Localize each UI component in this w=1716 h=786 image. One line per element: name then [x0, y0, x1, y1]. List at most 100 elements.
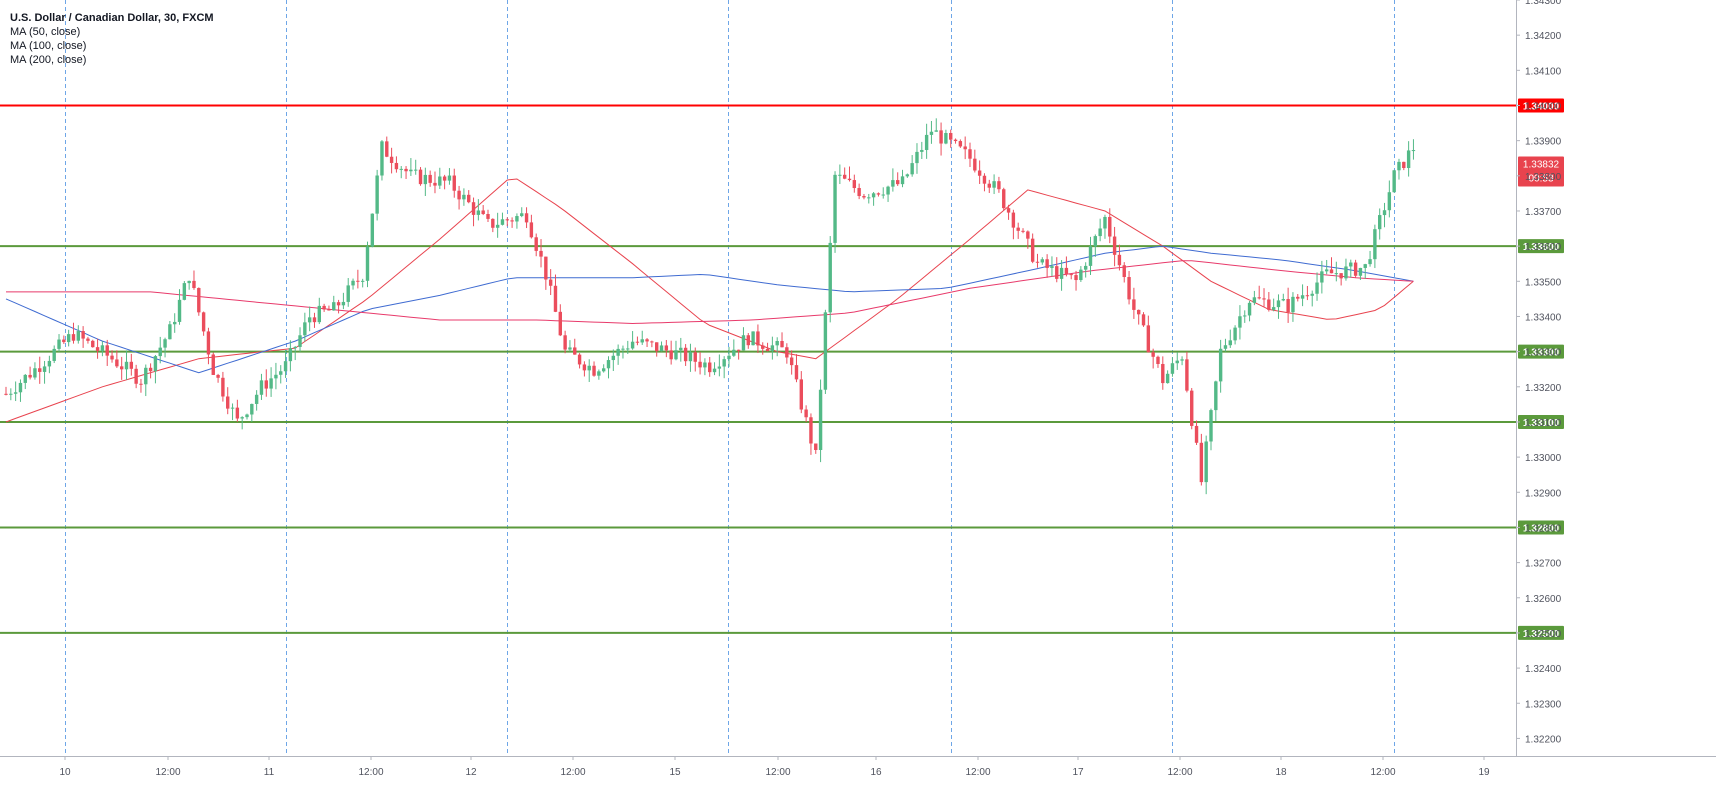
- candle-down: [1064, 267, 1069, 275]
- candle-up: [520, 213, 524, 217]
- candle-down: [139, 383, 143, 385]
- candle-up: [1050, 266, 1054, 268]
- time-tick-label: 12:00: [765, 767, 790, 778]
- candle-up: [1214, 381, 1218, 411]
- candle-down: [471, 202, 476, 215]
- moving-average-line: [6, 260, 1414, 325]
- candle-down: [693, 352, 697, 362]
- candle-down: [814, 443, 818, 450]
- price-tick-label: 1.32300: [1525, 699, 1562, 710]
- candle-up: [163, 339, 167, 348]
- candle-up: [515, 216, 519, 222]
- candle-up: [283, 361, 288, 372]
- candle-down: [428, 174, 432, 183]
- candle-up: [640, 339, 644, 343]
- candle-up: [187, 280, 191, 284]
- candle-down: [510, 220, 514, 222]
- candle-up: [717, 366, 722, 369]
- candle-up: [66, 334, 71, 343]
- candle-down: [327, 309, 331, 311]
- candle-up: [833, 174, 837, 243]
- candle-down: [1199, 442, 1204, 483]
- candle-down: [664, 345, 669, 351]
- candle-up: [250, 403, 254, 415]
- candle-up: [1218, 348, 1223, 382]
- candle-up: [630, 341, 635, 349]
- candle-up: [245, 414, 249, 418]
- price-tick-label: 1.34100: [1525, 66, 1562, 77]
- candle-down: [953, 139, 958, 142]
- candle-down: [1257, 297, 1261, 299]
- candle-down: [322, 305, 326, 310]
- candle-up: [1233, 327, 1237, 341]
- candle-down: [442, 176, 447, 181]
- price-tick-label: 1.34300: [1525, 0, 1562, 7]
- candle-down: [896, 180, 900, 185]
- candle-up: [254, 394, 259, 404]
- candle-up: [1175, 360, 1179, 364]
- candle-down: [708, 362, 712, 373]
- time-tick-label: 12:00: [155, 767, 180, 778]
- candle-up: [1397, 161, 1401, 171]
- price-tick-label: 1.33000: [1525, 453, 1562, 464]
- candle-down: [1296, 296, 1300, 299]
- candle-up: [712, 368, 717, 373]
- candle-down: [655, 342, 659, 352]
- price-tick-label: 1.32700: [1525, 559, 1562, 570]
- candle-up: [288, 348, 293, 362]
- candle-up: [365, 246, 370, 281]
- candle-up: [601, 368, 606, 372]
- time-axis: 10 12:00 11 12:00 12 12:00 15 12:00 16 12:00 17 12:…: [0, 756, 1716, 778]
- candle-down: [1035, 261, 1040, 263]
- candle-down: [780, 341, 784, 348]
- candle-down: [505, 219, 509, 221]
- candle-up: [1271, 307, 1276, 310]
- candle-up: [351, 280, 355, 286]
- candle-down: [746, 335, 750, 346]
- candle-up: [447, 175, 452, 181]
- candle-up: [423, 174, 428, 185]
- candle-up: [177, 299, 182, 322]
- candle-down: [356, 280, 360, 282]
- candle-up: [1209, 410, 1213, 442]
- time-tick-label: 16: [870, 767, 882, 778]
- candle-down: [105, 345, 109, 356]
- candle-up: [659, 345, 664, 352]
- candle-down: [235, 407, 240, 419]
- candle-down: [211, 354, 215, 375]
- candle-down: [977, 170, 982, 176]
- candle-down: [799, 379, 803, 410]
- candle-up: [346, 285, 350, 302]
- candle-down: [765, 348, 770, 352]
- candle-down: [394, 162, 399, 170]
- candle-up: [274, 374, 278, 379]
- candle-down: [997, 181, 1001, 190]
- candle-up: [33, 368, 37, 378]
- candle-up: [1315, 282, 1319, 294]
- candle-up: [688, 352, 693, 362]
- time-tick-label: 18: [1275, 767, 1287, 778]
- candle-down: [110, 355, 114, 360]
- candle-down: [582, 364, 587, 371]
- candle-down: [862, 196, 866, 198]
- candle-down: [467, 194, 471, 203]
- candle-down: [577, 354, 582, 365]
- candle-up: [476, 210, 481, 215]
- candle-down: [1045, 259, 1049, 268]
- candle-up: [124, 361, 129, 370]
- candle-up: [838, 174, 842, 176]
- candle-up: [293, 346, 297, 349]
- candle-down: [1262, 298, 1266, 300]
- candle-up: [741, 335, 746, 351]
- candle-up: [1349, 262, 1353, 267]
- candle-up: [57, 339, 61, 349]
- candle-down: [1002, 189, 1006, 209]
- candle-down: [404, 168, 408, 172]
- candle-down: [134, 368, 138, 384]
- candle-up: [674, 350, 678, 360]
- price-tick-label: 1.33200: [1525, 383, 1562, 394]
- moving-average-line: [5, 178, 1414, 423]
- candle-up: [915, 151, 919, 164]
- candle-up: [568, 347, 572, 350]
